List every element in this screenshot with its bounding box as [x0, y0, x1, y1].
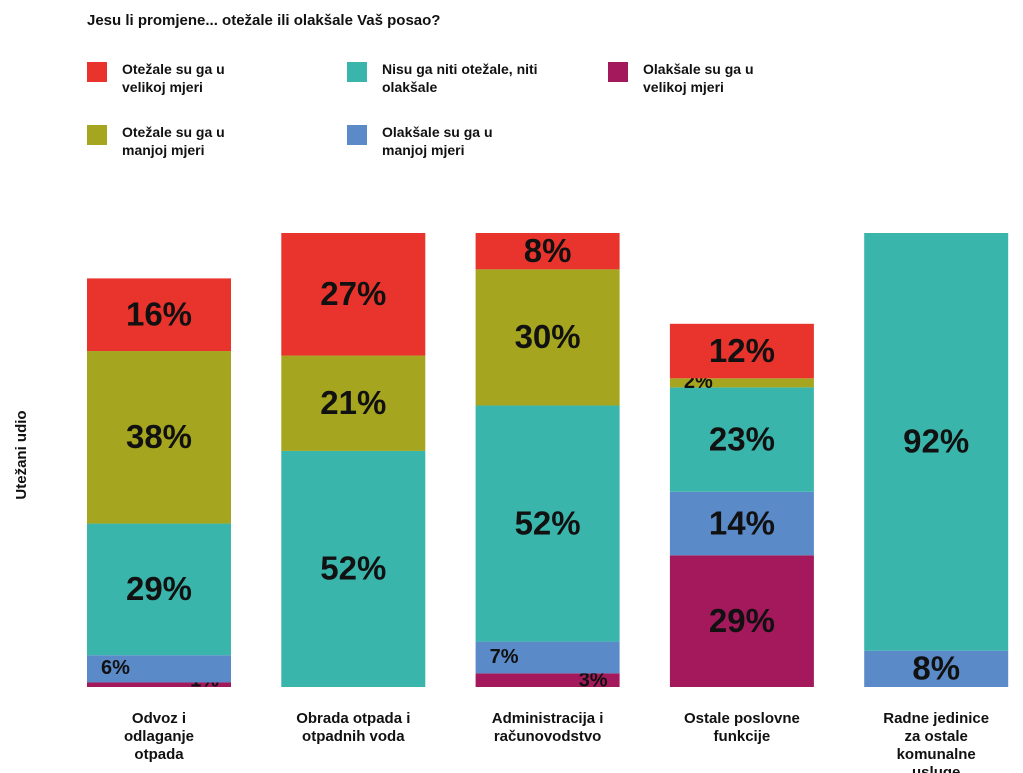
data-label: 8% [524, 232, 572, 269]
data-label: 16% [126, 295, 192, 332]
data-label: 30% [515, 318, 581, 355]
x-tick-label: Radne jedinice za ostale komunalne uslug… [883, 710, 990, 773]
bar-segment [87, 682, 231, 687]
bar-segment [87, 278, 231, 352]
data-label: 52% [320, 550, 386, 587]
legend-swatch [608, 62, 628, 82]
y-axis-label: Utežani udio [13, 410, 30, 499]
data-label: 23% [709, 420, 775, 457]
data-label: 6% [101, 657, 130, 679]
data-label: 8% [912, 650, 960, 687]
bar-segment [87, 523, 231, 656]
data-label: 92% [903, 423, 969, 460]
legend-label: Otežale su ga u manjoj mjeri [122, 124, 225, 158]
data-label: 27% [320, 275, 386, 312]
data-label: 7% [490, 646, 519, 668]
bar-segment [87, 655, 231, 683]
legend-swatch [87, 125, 107, 145]
bar-segment [281, 355, 426, 451]
legend-label: Olakšale su ga u velikoj mjeri [643, 61, 754, 95]
bar-segment [281, 450, 426, 687]
bar-segment [669, 378, 814, 388]
data-label: 21% [320, 384, 386, 421]
chart-title: Jesu li promjene... otežale ili olakšale… [87, 12, 441, 29]
bar-segment [669, 387, 814, 492]
legend-swatch [87, 62, 107, 82]
legend-swatch [347, 62, 367, 82]
bar-segment [87, 351, 231, 524]
bar-segment [669, 323, 814, 379]
bar-segment [864, 650, 1009, 687]
bar-segment [475, 405, 620, 642]
data-label: 29% [709, 602, 775, 639]
x-tick-label: Obrada otpada i otpadnih voda [296, 710, 411, 745]
bar-segment [475, 233, 620, 270]
data-label: 3% [579, 669, 608, 691]
data-label: 29% [126, 570, 192, 607]
legend-label: Olakšale su ga u manjoj mjeri [382, 124, 493, 158]
bar-segment [669, 555, 814, 687]
data-label: 12% [709, 332, 775, 369]
x-tick-label: Odvoz i odlaganje otpada [123, 710, 194, 763]
data-label: 14% [709, 504, 775, 541]
bar-segment [864, 233, 1009, 651]
data-label: 52% [515, 504, 581, 541]
bar-segment [475, 673, 620, 687]
bar-segment [281, 233, 426, 356]
legend-label: Nisu ga niti otežale, niti olakšale [382, 61, 538, 95]
legend-swatch [347, 125, 367, 145]
bar-segment [669, 491, 814, 556]
bar-segment [475, 269, 620, 406]
legend-label: Otežale su ga u velikoj mjeri [122, 61, 225, 95]
bar-segment [475, 641, 620, 674]
x-tick-label: Administracija i računovodstvo [491, 710, 604, 745]
data-label: 38% [126, 418, 192, 455]
x-tick-label: Ostale poslovne funkcije [683, 710, 800, 745]
